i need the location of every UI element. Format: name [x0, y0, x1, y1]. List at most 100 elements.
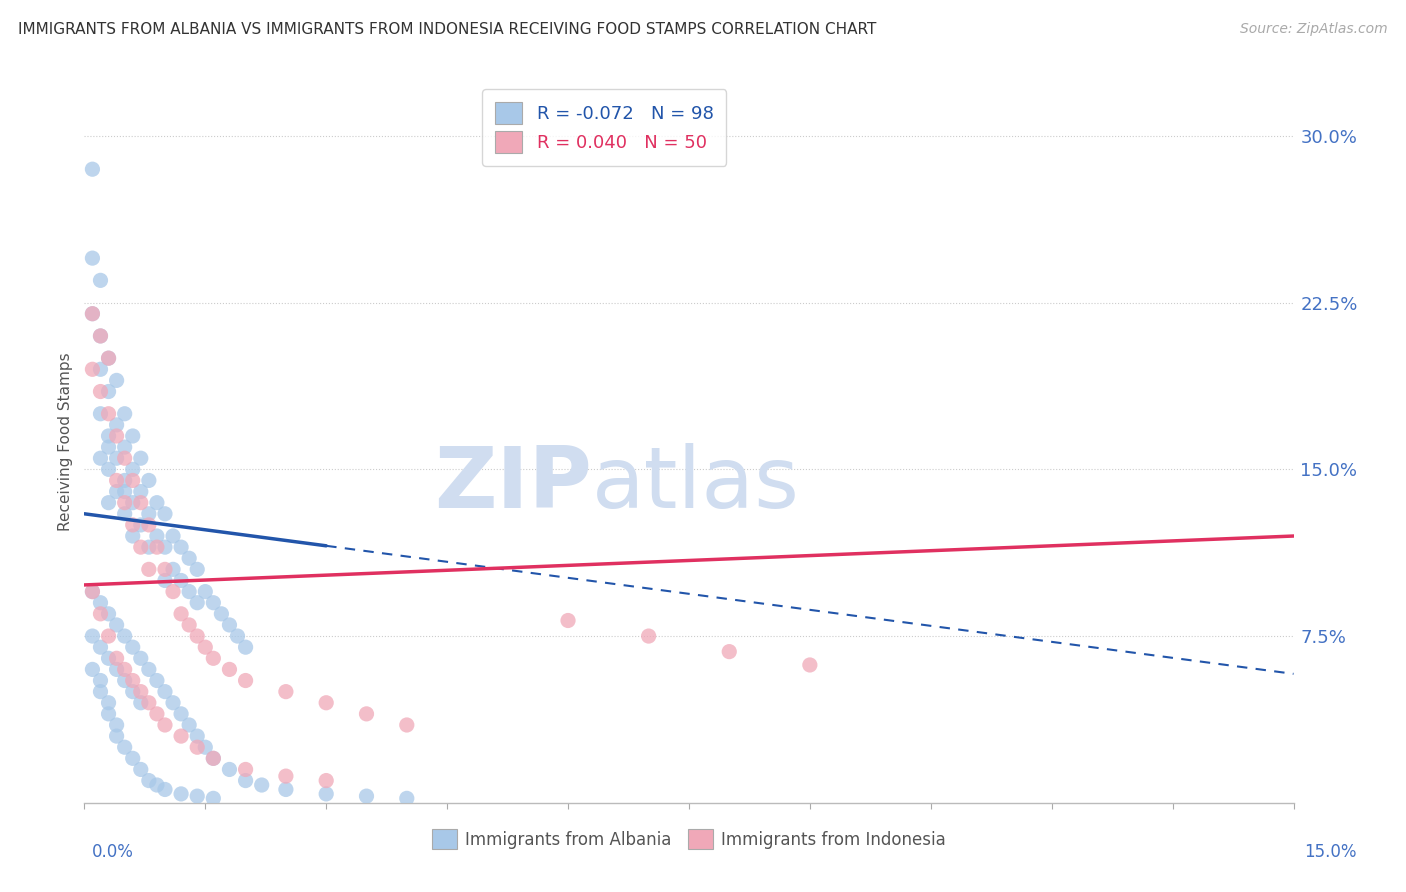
Point: [235, 673, 257, 688]
Point: [179, 551, 201, 566]
Point: [105, 662, 128, 676]
Point: [194, 584, 217, 599]
Point: [105, 429, 128, 443]
Point: [235, 773, 257, 788]
Point: [97, 629, 120, 643]
Point: [170, 729, 193, 743]
Point: [170, 706, 193, 721]
Point: [114, 407, 136, 421]
Point: [395, 791, 418, 805]
Point: [153, 782, 176, 797]
Point: [89, 329, 111, 343]
Point: [202, 651, 225, 665]
Point: [146, 496, 169, 510]
Point: [121, 529, 143, 543]
Point: [235, 763, 257, 777]
Point: [82, 162, 104, 177]
Text: 0.0%: 0.0%: [91, 843, 134, 861]
Point: [153, 574, 176, 588]
Text: ZIP: ZIP: [434, 443, 592, 526]
Point: [146, 778, 169, 792]
Point: [129, 651, 152, 665]
Point: [89, 640, 111, 655]
Point: [315, 696, 337, 710]
Point: [89, 607, 111, 621]
Legend: Immigrants from Albania, Immigrants from Indonesia: Immigrants from Albania, Immigrants from…: [425, 822, 953, 856]
Point: [114, 629, 136, 643]
Point: [82, 307, 104, 321]
Point: [114, 440, 136, 454]
Point: [146, 673, 169, 688]
Point: [162, 584, 184, 599]
Point: [194, 640, 217, 655]
Point: [97, 384, 120, 399]
Point: [121, 429, 143, 443]
Point: [138, 696, 160, 710]
Text: 15.0%: 15.0%: [1305, 843, 1357, 861]
Point: [121, 640, 143, 655]
Point: [89, 596, 111, 610]
Point: [226, 629, 249, 643]
Point: [105, 729, 128, 743]
Point: [105, 451, 128, 466]
Point: [138, 517, 160, 532]
Point: [194, 740, 217, 755]
Point: [89, 673, 111, 688]
Point: [89, 407, 111, 421]
Point: [395, 718, 418, 732]
Point: [121, 474, 143, 488]
Point: [186, 562, 208, 576]
Point: [153, 718, 176, 732]
Point: [186, 740, 208, 755]
Point: [114, 474, 136, 488]
Point: [186, 729, 208, 743]
Point: [146, 706, 169, 721]
Point: [153, 684, 176, 698]
Point: [218, 763, 240, 777]
Point: [138, 540, 160, 554]
Point: [121, 517, 143, 532]
Point: [153, 562, 176, 576]
Point: [105, 474, 128, 488]
Point: [97, 351, 120, 366]
Point: [179, 718, 201, 732]
Point: [153, 540, 176, 554]
Point: [105, 373, 128, 387]
Point: [799, 657, 821, 672]
Point: [89, 273, 111, 287]
Point: [82, 584, 104, 599]
Point: [146, 529, 169, 543]
Point: [170, 787, 193, 801]
Point: [146, 540, 169, 554]
Point: [170, 607, 193, 621]
Point: [718, 645, 741, 659]
Text: atlas: atlas: [592, 443, 800, 526]
Point: [105, 618, 128, 632]
Point: [89, 362, 111, 376]
Point: [97, 351, 120, 366]
Point: [170, 574, 193, 588]
Point: [162, 529, 184, 543]
Point: [89, 684, 111, 698]
Point: [129, 540, 152, 554]
Point: [186, 789, 208, 804]
Point: [170, 540, 193, 554]
Point: [114, 484, 136, 499]
Point: [202, 791, 225, 805]
Point: [235, 640, 257, 655]
Point: [129, 696, 152, 710]
Point: [89, 451, 111, 466]
Point: [89, 384, 111, 399]
Point: [637, 629, 659, 643]
Point: [202, 751, 225, 765]
Point: [186, 596, 208, 610]
Point: [250, 778, 273, 792]
Point: [105, 417, 128, 432]
Point: [129, 484, 152, 499]
Point: [82, 584, 104, 599]
Point: [97, 429, 120, 443]
Point: [129, 763, 152, 777]
Point: [97, 440, 120, 454]
Point: [97, 496, 120, 510]
Point: [129, 517, 152, 532]
